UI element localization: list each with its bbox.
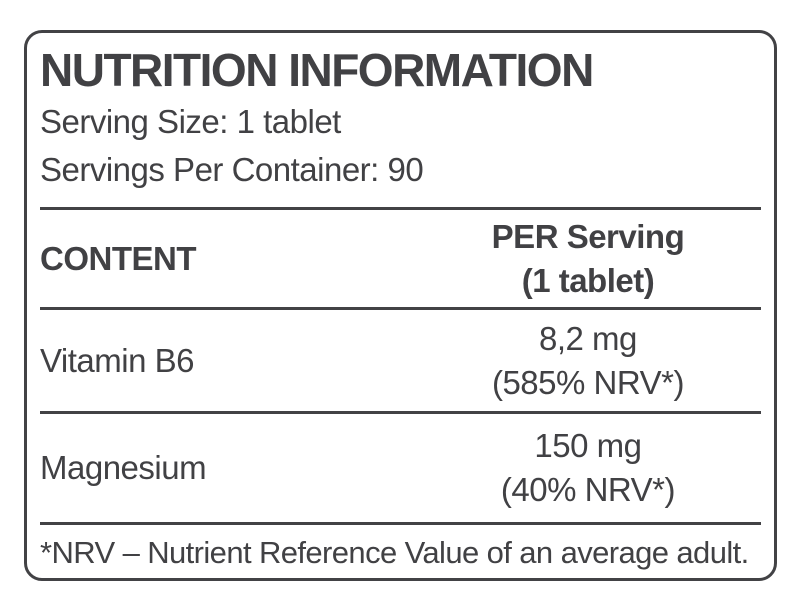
table-header-row: CONTENT PER Serving (1 tablet)	[40, 210, 761, 307]
divider-row2	[40, 522, 761, 525]
nutrient-name: Vitamin B6	[40, 341, 194, 379]
per-serving-line1: PER Serving	[491, 217, 685, 255]
nutrient-nrv: (40% NRV*)	[500, 471, 676, 508]
divider-header	[40, 307, 761, 310]
nutrient-value: 150 mg (40% NRV*)	[415, 424, 761, 512]
serving-size-text: Serving Size: 1 tablet	[40, 103, 341, 140]
nutrition-information-title: NUTRITION INFORMATION	[40, 44, 594, 96]
table-row: Vitamin B6 8,2 mg (585% NRV*)	[40, 310, 761, 411]
nutrient-amount: 150 mg	[534, 427, 642, 464]
nutrient-nrv: (585% NRV*)	[491, 363, 684, 401]
per-serving-line2: (1 tablet)	[521, 261, 655, 299]
content-column-header: CONTENT	[40, 239, 196, 277]
servings-per-container-text: Servings Per Container: 90	[40, 151, 424, 188]
per-serving-column-header: PER Serving (1 tablet)	[415, 215, 761, 303]
nutrient-value: 8,2 mg (585% NRV*)	[415, 317, 761, 405]
nrv-footnote-text: *NRV – Nutrient Reference Value of an av…	[40, 534, 749, 570]
label-content: NUTRITION INFORMATION Serving Size: 1 ta…	[27, 33, 774, 578]
serving-info-block: Serving Size: 1 tablet Servings Per Cont…	[40, 98, 761, 194]
table-row: Magnesium 150 mg (40% NRV*)	[40, 414, 761, 522]
divider-row1	[40, 411, 761, 414]
divider-top	[40, 207, 761, 210]
nutrient-name: Magnesium	[40, 449, 207, 486]
footnote-row: *NRV – Nutrient Reference Value of an av…	[40, 525, 761, 578]
nutrient-amount: 8,2 mg	[539, 319, 637, 357]
nutrition-label-panel: NUTRITION INFORMATION Serving Size: 1 ta…	[24, 30, 777, 581]
